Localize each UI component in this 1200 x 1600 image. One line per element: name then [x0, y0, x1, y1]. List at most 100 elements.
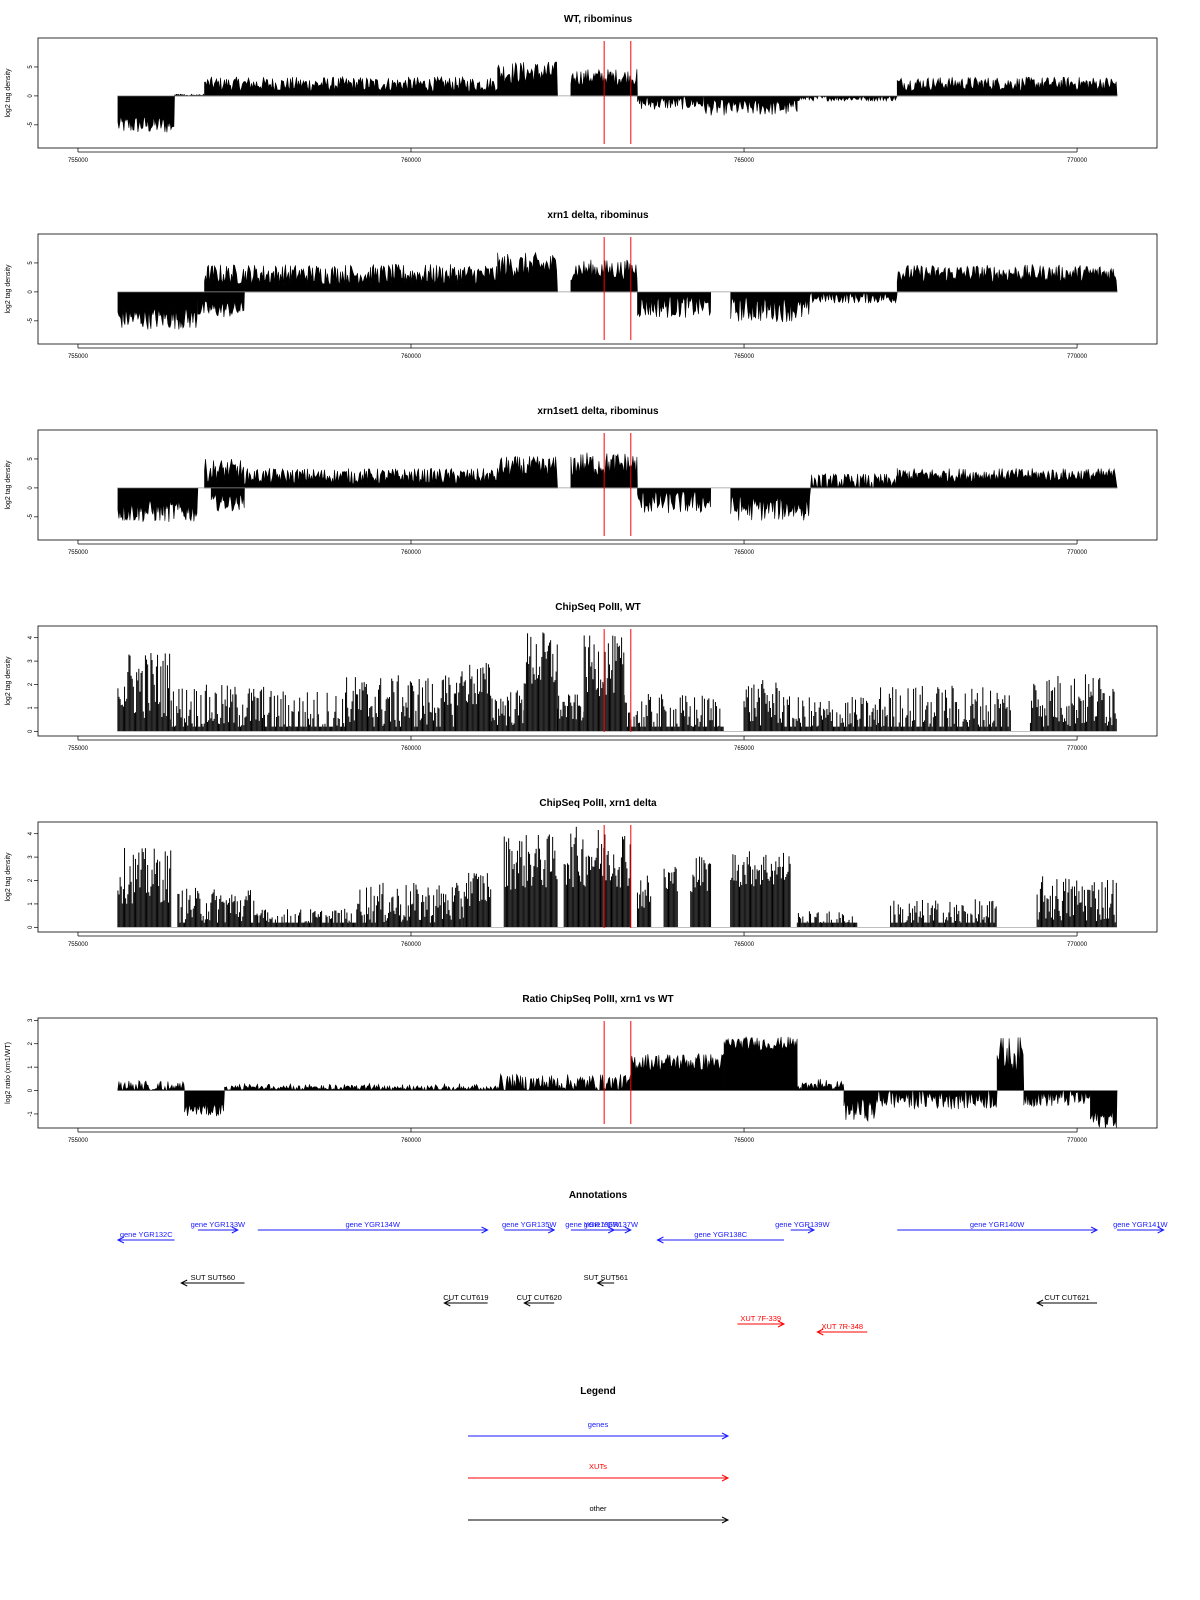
- x-tick-label: 755000: [68, 1138, 89, 1144]
- plot-frame: [37, 1017, 1158, 1129]
- chart-title: ChipSeq PolII, xrn1 delta: [539, 798, 657, 809]
- x-tick-label: 755000: [68, 942, 89, 948]
- signal-area: [117, 291, 199, 330]
- annotation-feature: gene YGR139W: [775, 1220, 830, 1234]
- feature-label: gene YGR138C: [694, 1230, 747, 1239]
- x-tick-label: 770000: [1067, 746, 1088, 752]
- feature-label: SUT SUT561: [584, 1273, 628, 1282]
- feature-label: CUT CUT621: [1044, 1293, 1089, 1302]
- signal-track: [117, 1036, 1118, 1128]
- feature-label: CUT CUT619: [443, 1293, 488, 1302]
- signal-area: [210, 487, 245, 512]
- y-tick-label: 0: [28, 486, 34, 490]
- feature-arrow-head: [547, 1226, 556, 1234]
- y-tick-label: 0: [28, 925, 34, 929]
- chart-panel-6: Ratio ChipSeq PolII, xrn1 vs WT log2 rati…: [5, 994, 1158, 1144]
- feature-label: gene YGR136W: [565, 1220, 620, 1229]
- feature-label: XUT 7R-348: [822, 1322, 864, 1331]
- signal-area: [730, 487, 811, 521]
- chart-title: Ratio ChipSeq PolII, xrn1 vs WT: [522, 994, 673, 1005]
- x-tick-label: 765000: [734, 746, 755, 752]
- legend-item-other: other: [468, 1504, 730, 1524]
- y-tick-label: 0: [28, 94, 34, 98]
- annotation-feature: SUT SUT560: [180, 1273, 245, 1287]
- y-tick-label: 1: [28, 902, 34, 906]
- feature-label: gene YGR137W: [584, 1220, 639, 1229]
- y-tick-label: 5: [28, 261, 34, 265]
- signal-area: [896, 467, 1118, 489]
- annotations-title: Annotations: [569, 1190, 628, 1201]
- annotation-feature: gene YGR141W: [1113, 1220, 1169, 1234]
- x-tick-label: 770000: [1067, 1138, 1088, 1144]
- feature-arrow-head: [777, 1320, 786, 1328]
- x-tick-label: 765000: [734, 550, 755, 556]
- legend-arrow-head: [721, 1432, 730, 1440]
- feature-arrow-head: [816, 1328, 824, 1336]
- signal-area: [810, 291, 898, 304]
- plot-frame: [37, 821, 1158, 933]
- x-tick-label: 755000: [68, 550, 89, 556]
- feature-arrow-head: [231, 1226, 239, 1234]
- x-tick-label: 770000: [1067, 550, 1088, 556]
- signal-area: [896, 263, 1118, 293]
- annotation-feature: gene YGR135W: [502, 1220, 557, 1234]
- signal-area: [197, 291, 245, 318]
- chart-panel-1: WT, ribominus log2 tag density -5 0 5 755000 7…: [5, 14, 1158, 164]
- feature-label: gene YGR134W: [345, 1220, 400, 1229]
- signal-area: [497, 61, 558, 97]
- y-tick-label: 2: [28, 878, 34, 882]
- signal-area: [204, 458, 245, 489]
- signal-area: [796, 1078, 845, 1092]
- annotation-feature: gene YGR132C: [116, 1230, 175, 1244]
- x-tick-label: 755000: [68, 354, 89, 360]
- y-tick-label: -1: [28, 1111, 34, 1117]
- y-tick-label: 2: [28, 1041, 34, 1045]
- plot-frame: [37, 233, 1158, 345]
- signal-area: [204, 263, 498, 293]
- feature-label: SUT SUT560: [191, 1273, 235, 1282]
- y-tick-label: 3: [28, 1018, 34, 1022]
- feature-label: gene YGR139W: [775, 1220, 830, 1229]
- feature-arrow-head: [1035, 1299, 1044, 1307]
- y-axis-label: log2 tag density: [5, 460, 12, 510]
- signal-track: [117, 826, 1117, 928]
- signal-area: [637, 95, 705, 110]
- x-tick-label: 770000: [1067, 354, 1088, 360]
- legend-item-gene: genes: [468, 1420, 730, 1440]
- y-tick-label: 0: [28, 1088, 34, 1092]
- signal-area: [796, 95, 898, 103]
- signal-area: [896, 76, 1118, 97]
- y-tick-label: 4: [28, 831, 34, 835]
- signal-area: [174, 93, 206, 97]
- y-tick-label: 2: [28, 682, 34, 686]
- y-tick-label: 3: [28, 659, 34, 663]
- chart-panel-5: ChipSeq PolII, xrn1 delta log2 tag densit…: [5, 798, 1158, 948]
- signal-area: [637, 487, 712, 514]
- y-axis-label: log2 tag density: [5, 264, 12, 314]
- signal-track: [117, 251, 1118, 330]
- plot-frame: [37, 37, 1158, 149]
- signal-area: [497, 251, 558, 293]
- annotation-feature: gene YGR137W: [584, 1220, 639, 1234]
- chart-title: WT, ribominus: [564, 14, 633, 25]
- signal-area: [117, 1079, 185, 1092]
- annotation-feature: gene YGR138C: [656, 1230, 784, 1244]
- y-tick-label: 1: [28, 706, 34, 710]
- signal-area: [996, 1037, 1025, 1091]
- annotation-feature: gene YGR133W: [191, 1220, 246, 1234]
- signal-area: [730, 291, 811, 323]
- x-tick-label: 760000: [401, 158, 422, 164]
- y-tick-label: 4: [28, 635, 34, 639]
- signal-track: [117, 632, 1117, 732]
- x-tick-label: 765000: [734, 354, 755, 360]
- y-axis-label: log2 ratio (xrn1/WT): [5, 1042, 12, 1104]
- feature-arrow-head: [443, 1299, 451, 1307]
- legend-label: XUTs: [589, 1462, 607, 1471]
- annotation-feature: CUT CUT619: [443, 1293, 489, 1307]
- chart-title: xrn1 delta, ribominus: [547, 210, 649, 221]
- annotation-feature: SUT SUT561: [584, 1273, 628, 1287]
- feature-label: gene YGR141W: [1113, 1220, 1168, 1229]
- x-tick-label: 765000: [734, 1138, 755, 1144]
- feature-label: gene YGR140W: [970, 1220, 1025, 1229]
